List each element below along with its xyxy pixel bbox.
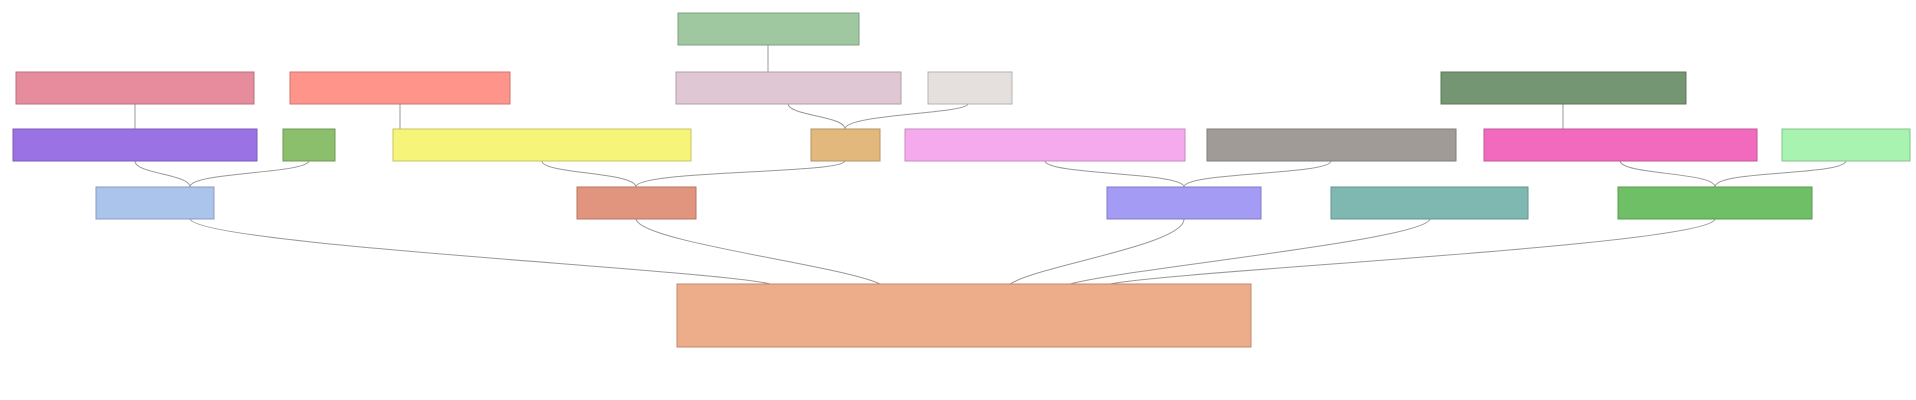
node-n18[interactable] — [1617, 186, 1813, 220]
node-n16[interactable] — [1106, 186, 1262, 220]
node-n8[interactable] — [392, 128, 692, 162]
node-n2[interactable] — [289, 71, 511, 105]
node-n4[interactable] — [927, 71, 1013, 105]
nodes — [12, 12, 1911, 348]
edge-n17-n19 — [1069, 218, 1431, 285]
node-n13[interactable] — [1781, 128, 1911, 162]
edge-n4-n9 — [844, 103, 969, 130]
edge-n16-n19 — [1009, 218, 1185, 285]
edge-n15-n19 — [635, 218, 881, 285]
node-n17[interactable] — [1330, 186, 1529, 220]
node-n15[interactable] — [576, 186, 697, 220]
edge-n9-n15 — [635, 160, 846, 188]
edge-n12-n18 — [1619, 160, 1716, 188]
node-n0[interactable] — [677, 12, 860, 46]
edge-n18-n19 — [1109, 218, 1716, 285]
node-n6[interactable] — [12, 128, 258, 162]
node-n11[interactable] — [1206, 128, 1457, 162]
node-n7[interactable] — [282, 128, 336, 162]
node-n10[interactable] — [904, 128, 1186, 162]
edge-n10-n16 — [1044, 160, 1185, 188]
node-n1[interactable] — [15, 71, 255, 105]
edge-n6-n14 — [134, 160, 191, 188]
node-n3[interactable] — [675, 71, 902, 105]
edge-n14-n19 — [189, 218, 771, 285]
node-n12[interactable] — [1483, 128, 1758, 162]
edge-n8-n15 — [541, 160, 637, 188]
edge-n7-n14 — [189, 160, 310, 188]
edge-n3-n9 — [787, 103, 846, 130]
edge-n13-n18 — [1714, 160, 1847, 188]
node-n19[interactable] — [676, 283, 1252, 348]
edges — [134, 45, 1847, 285]
node-n5[interactable] — [1440, 71, 1687, 105]
node-n14[interactable] — [95, 186, 215, 220]
edge-n11-n16 — [1183, 160, 1332, 188]
node-n9[interactable] — [810, 128, 881, 162]
